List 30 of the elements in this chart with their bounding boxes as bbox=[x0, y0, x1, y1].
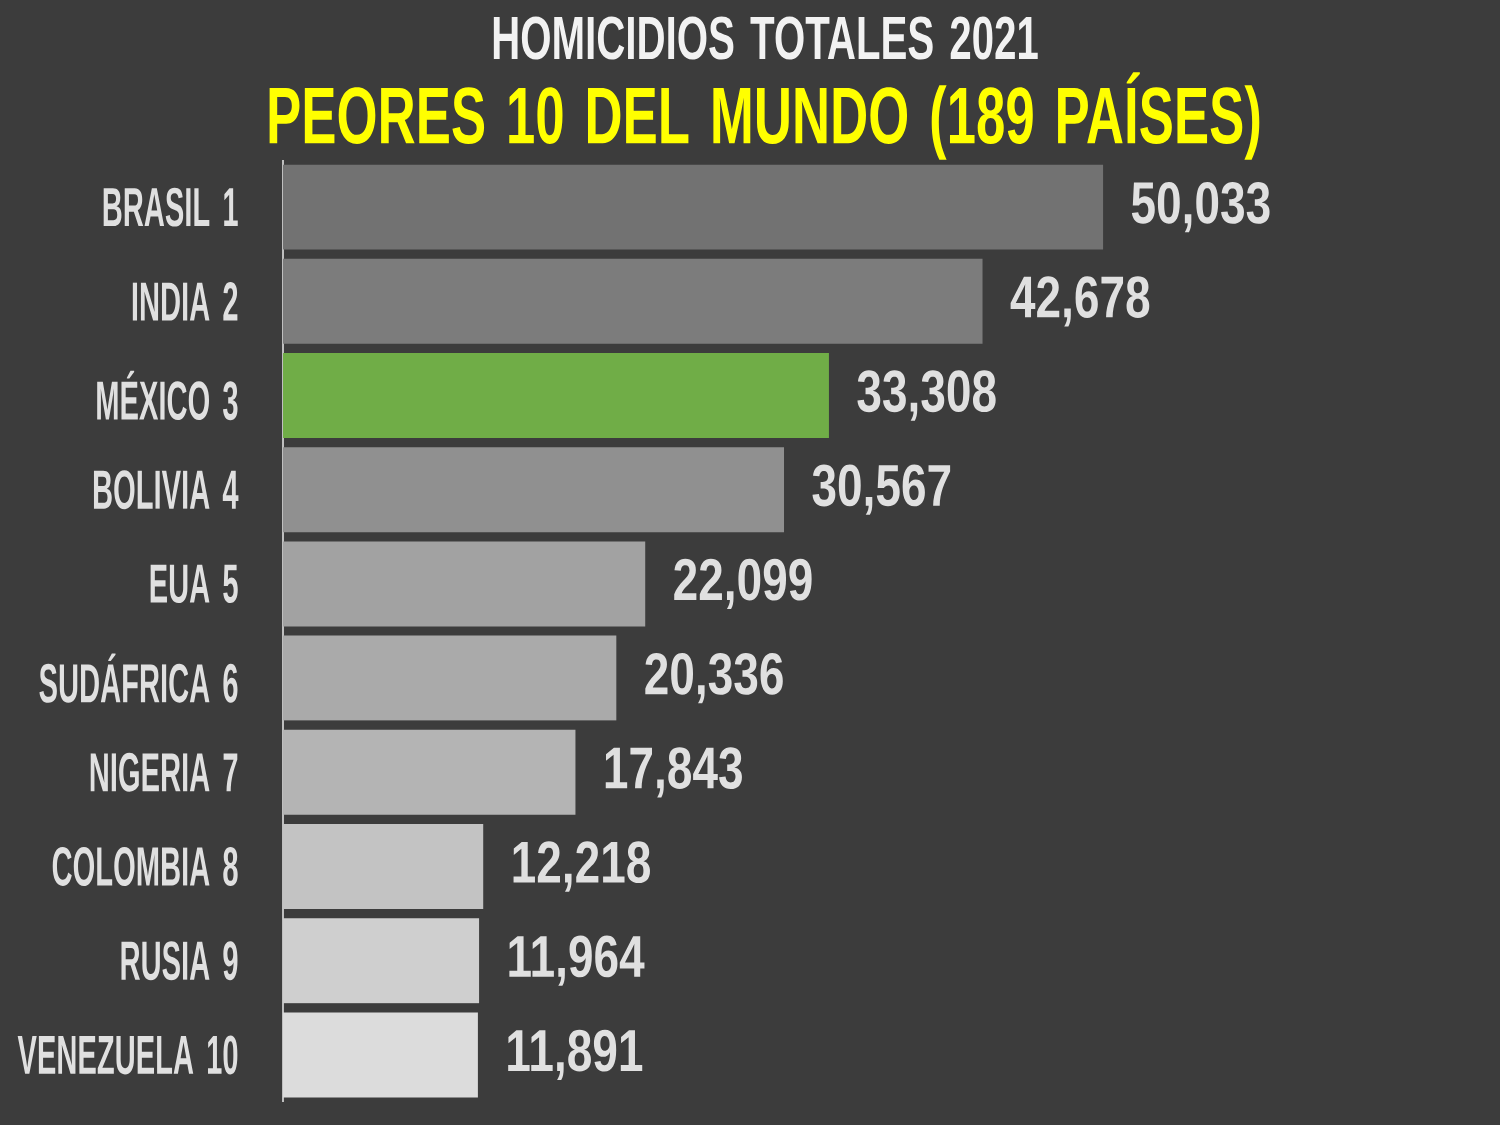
data-label: 33,308 bbox=[857, 370, 996, 421]
data-label: 20,336 bbox=[645, 652, 783, 704]
data-label: 11,964 bbox=[509, 935, 645, 986]
bar bbox=[283, 635, 617, 721]
data-label: 30,567 bbox=[812, 464, 951, 515]
bar bbox=[283, 1012, 478, 1098]
data-label: 50,033 bbox=[1131, 181, 1270, 233]
chart-title: HOMICIDIOS TOTALES 2021 bbox=[493, 16, 1038, 60]
bar bbox=[283, 353, 829, 439]
data-label: 42,678 bbox=[1010, 276, 1150, 327]
data-label: 11,891 bbox=[508, 1029, 643, 1081]
y-tick-label: SUDÁFRICA 6 bbox=[39, 653, 238, 703]
bar bbox=[283, 164, 1104, 250]
y-tick-label: COLOMBIA 8 bbox=[52, 847, 238, 886]
y-tick-label: RUSIA 9 bbox=[121, 941, 238, 981]
data-label: 17,843 bbox=[605, 747, 742, 798]
y-tick-label: BOLIVIA 4 bbox=[93, 470, 239, 510]
y-tick-label: INDIA 2 bbox=[132, 282, 238, 321]
bar bbox=[283, 258, 983, 344]
data-label: 12,218 bbox=[513, 841, 650, 892]
bar bbox=[283, 918, 480, 1004]
y-tick-label: MÉXICO 3 bbox=[97, 370, 238, 421]
bar bbox=[283, 447, 785, 533]
chart-subtitle: PEORES 10 DEL MUNDO (189 PAÍSES) bbox=[269, 72, 1260, 160]
bar bbox=[283, 541, 646, 627]
y-tick-label: VENEZUELA 10 bbox=[17, 1035, 238, 1075]
y-tick-label: EUA 5 bbox=[150, 564, 238, 604]
y-tick-label: NIGERIA 7 bbox=[90, 752, 238, 792]
y-tick-label: BRASIL 1 bbox=[103, 187, 238, 227]
data-label: 22,099 bbox=[674, 558, 812, 610]
